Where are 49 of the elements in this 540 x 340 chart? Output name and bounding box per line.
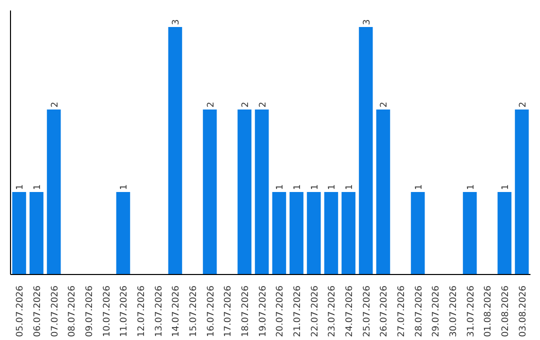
x-tick-label: 11.07.2026	[120, 285, 130, 338]
x-tick-label: 26.07.2026	[380, 285, 390, 338]
x-tick-label: 02.08.2026	[501, 285, 511, 338]
x-tick-label: 14.07.2026	[172, 285, 182, 338]
x-tick-label: 28.07.2026	[414, 285, 424, 338]
data-label: 1	[328, 184, 338, 190]
x-tick-label: 23.07.2026	[328, 285, 338, 338]
x-tick-label: 18.07.2026	[241, 285, 251, 338]
x-tick-label: 10.07.2026	[102, 285, 112, 338]
data-label: 1	[33, 184, 43, 190]
x-tick-label: 06.07.2026	[33, 285, 43, 338]
data-label: 2	[50, 102, 60, 108]
data-label: 2	[206, 102, 216, 108]
x-tick-label: 05.07.2026	[16, 285, 26, 338]
x-tick-label: 07.07.2026	[50, 285, 60, 338]
x-tick-label: 16.07.2026	[206, 285, 216, 338]
x-tick-label: 03.08.2026	[518, 285, 528, 338]
data-label: 1	[16, 184, 26, 190]
x-tick-label: 08.07.2026	[68, 285, 78, 338]
data-label: 1	[466, 184, 476, 190]
data-label: 2	[258, 102, 268, 108]
data-label: 1	[276, 184, 286, 190]
x-tick-label: 31.07.2026	[466, 285, 476, 338]
x-tick-label: 22.07.2026	[310, 285, 320, 338]
x-tick-label: 12.07.2026	[137, 285, 147, 338]
data-label: 1	[501, 184, 511, 190]
x-tick-label: 15.07.2026	[189, 285, 199, 338]
data-label: 2	[241, 102, 251, 108]
x-tick-label: 29.07.2026	[432, 285, 442, 338]
x-tick-label: 24.07.2026	[345, 285, 355, 338]
data-label: 2	[518, 102, 528, 108]
data-label: 3	[362, 19, 372, 25]
data-label: 1	[414, 184, 424, 190]
x-tick-label: 30.07.2026	[449, 285, 459, 338]
x-tick-label: 25.07.2026	[362, 285, 372, 338]
x-tick-label: 01.08.2026	[484, 285, 494, 338]
data-label: 3	[172, 19, 182, 25]
data-label: 1	[120, 184, 130, 190]
x-tick-label: 13.07.2026	[154, 285, 164, 338]
x-tick-label: 17.07.2026	[224, 285, 234, 338]
x-tick-label: 27.07.2026	[397, 285, 407, 338]
data-label: 1	[345, 184, 355, 190]
x-tick-label: 09.07.2026	[85, 285, 95, 338]
data-label: 1	[310, 184, 320, 190]
x-tick-label: 21.07.2026	[293, 285, 303, 338]
x-tick-label: 20.07.2026	[276, 285, 286, 338]
x-tick-label: 19.07.2026	[258, 285, 268, 338]
data-label: 1	[293, 184, 303, 190]
data-label: 2	[380, 102, 390, 108]
